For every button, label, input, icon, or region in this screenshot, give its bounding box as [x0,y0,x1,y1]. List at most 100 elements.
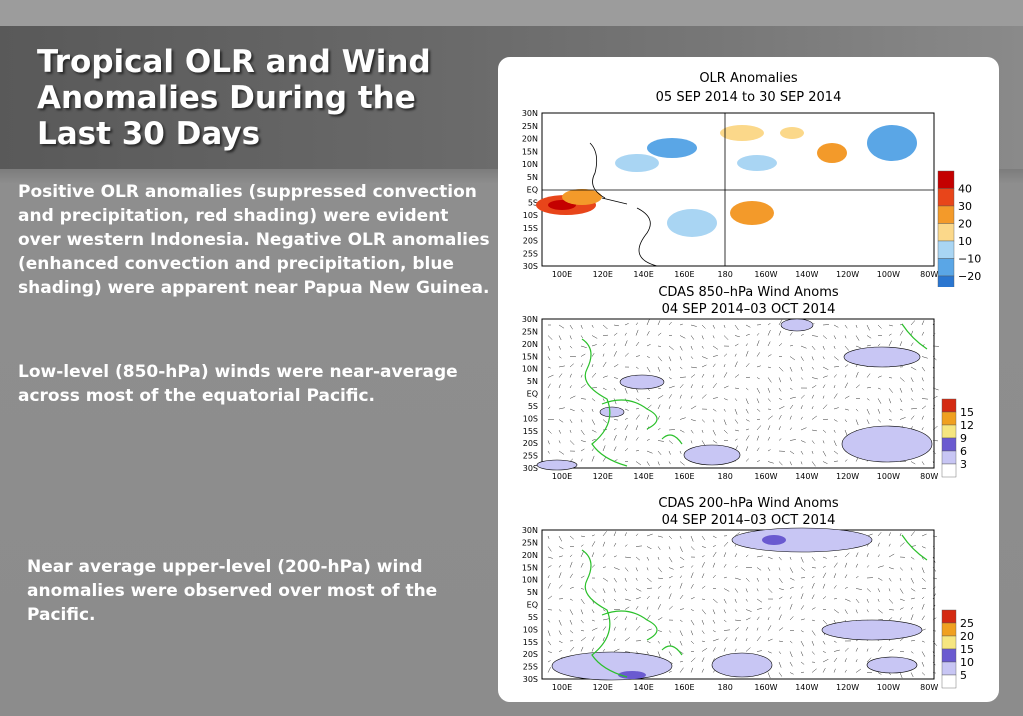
wind-vector [613,648,620,652]
wind-vector [767,606,772,610]
lon-tick-label: 120W [836,270,859,279]
wind-vector [734,398,738,401]
wind-vector [569,429,572,433]
wind-vector [789,366,793,372]
wind-vector [624,387,628,394]
lon-tick-label: 100E [552,683,572,692]
wind-vector [921,405,927,410]
wind-vector [745,458,749,462]
wind-vector [932,593,936,600]
colorbar-label: 25 [960,617,974,630]
wind-vector [756,460,760,462]
colorbar-label: 40 [958,183,972,196]
wind-vector [910,545,916,547]
wind-vector [921,603,925,610]
wind-vector [745,435,750,441]
wind-vector [800,593,804,600]
wind-vector [800,661,805,665]
wind-vector [624,544,628,547]
wind-vector [569,619,573,625]
colorbar-swatch [937,275,955,287]
wind-vector [932,450,936,455]
slide-title: Tropical OLR and Wind Anomalies During t… [37,44,431,152]
olr-description: Positive OLR anomalies (suppressed conve… [18,182,490,298]
wind-vector [800,630,804,633]
colorbar-swatch [941,674,957,689]
wind-vector [789,332,793,336]
colorbar-label: 5 [960,669,967,682]
wind-vector [767,354,772,357]
wind-vector [822,395,825,399]
wind-vector [844,562,848,568]
wind-vector [778,567,781,571]
wind-vector [789,461,792,466]
wind-vector [844,419,847,423]
wind-vector [822,619,828,625]
wind-vector [888,553,895,558]
wind850-speed-contour [780,318,814,332]
wind-vector [613,343,616,347]
wind-vector [712,335,715,339]
wind-vector [833,573,837,579]
wind-vector [734,438,738,441]
lat-tick-label: 10N [522,576,538,585]
wind-vector [580,408,584,413]
wind-vector [547,556,553,559]
wind-vector [580,619,584,624]
wind-vector [701,668,704,673]
wind-vector [602,566,606,568]
lon-tick-label: 120W [836,683,859,692]
wind850-period: 04 SEP 2014–03 OCT 2014 [661,302,836,317]
wind-vector [547,582,551,589]
wind-vector [932,577,937,580]
wind-vector [745,626,749,631]
wind-vector [789,596,792,600]
lat-tick-label: 20S [523,650,538,659]
wind-vector [866,588,871,593]
colorbar-swatch [941,635,957,650]
wind-vector [734,577,741,580]
wind-vector [921,546,926,549]
wind-vector [690,429,694,434]
wind-vector [723,609,726,614]
wind-vector [899,408,903,411]
wind-vector [789,661,793,667]
wind-vector [844,364,849,368]
wind-vector [811,461,816,467]
wind-vector [646,556,650,561]
wind-vector [756,447,760,452]
wind-vector [745,363,750,368]
wind-vector [646,567,649,571]
wind-vector [580,458,583,462]
olr-lat-axis: 30N 25N 20N 15N 10N 5N EQ 5S 10S 15S 20S 25S 30S [522,109,538,271]
wind-vector [558,555,563,558]
colorbar-swatch [937,223,955,242]
wind-vector [833,356,839,361]
wind-vector [547,640,552,646]
wind-vector [899,417,906,420]
wind-vector [701,630,705,634]
wind-vector [756,636,761,642]
wind-vector [800,618,805,621]
wind200-speed-contour [711,652,773,678]
wind-vector [844,345,850,351]
wind-vector [921,533,927,537]
lat-tick-label: 5S [528,198,538,207]
wind-vector [745,343,748,347]
wind-vector [723,619,727,623]
wind-vector [635,329,639,336]
wind-vector [712,397,718,399]
wind-vector [789,603,793,610]
wind-vector [877,554,880,558]
wind-vector [888,333,892,336]
wind-vector [888,588,891,592]
colorbar-swatch [941,424,957,439]
colorbar-label: 3 [960,458,967,471]
wind-vector [624,408,629,411]
wind-vector [635,398,640,401]
wind-vector [866,373,871,378]
wind-vector [690,345,693,350]
wind-vector [833,335,837,340]
lat-tick-label: 25S [523,249,538,258]
wind-vector [657,651,661,658]
